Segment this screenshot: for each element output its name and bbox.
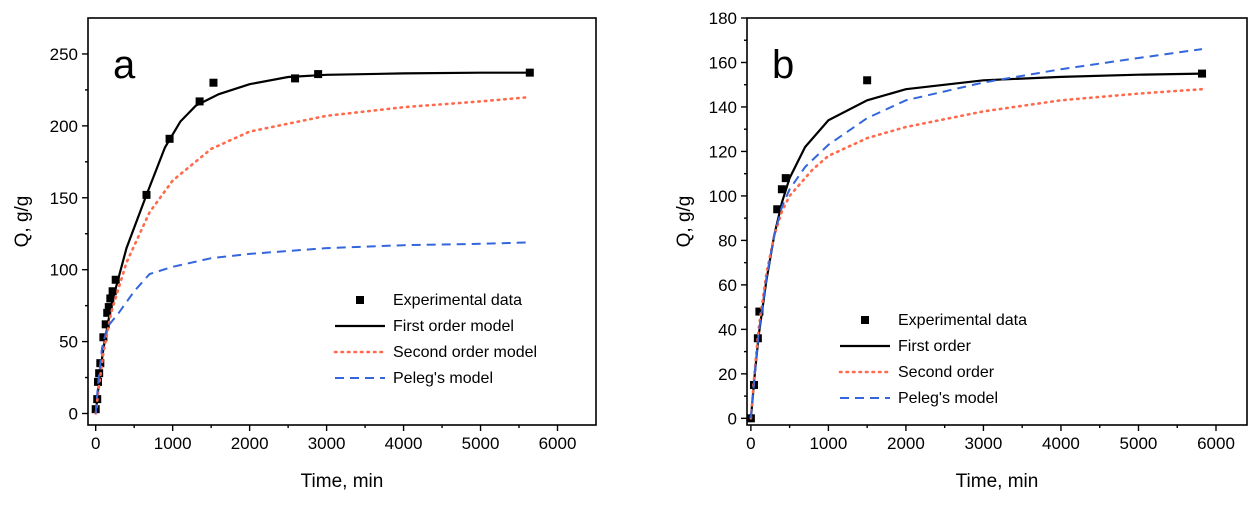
- y-tick-label: 80: [718, 231, 737, 250]
- x-tick-label: 0: [91, 434, 100, 453]
- plot-frame: [746, 17, 1248, 426]
- chart-panel-a: 0 1000 2000 3000 4000 5000 6000 0 50 100 150 200 250…: [12, 17, 597, 492]
- data-point-marker: [209, 78, 218, 87]
- plot-frame: [87, 17, 597, 426]
- x-tick-label: 3000: [308, 434, 346, 453]
- y-tick-label: 100: [50, 261, 78, 280]
- x-tick-label: 4000: [1042, 434, 1080, 453]
- y-tick-label: 20: [718, 365, 737, 384]
- data-point-marker: [525, 68, 534, 77]
- series-line-peleg-s-model: [94, 241, 530, 414]
- legend-label-experimental-data: Experimental data: [898, 312, 1027, 329]
- x-tick-label: 5000: [462, 434, 500, 453]
- y-tick-label: 180: [709, 9, 737, 28]
- y-tick-label: 0: [728, 409, 737, 428]
- x-tick-label: 3000: [965, 434, 1003, 453]
- y-axis-title: Q, g/g: [12, 196, 33, 248]
- panel-label: b: [772, 43, 794, 87]
- legend-label-peleg-s-model: Peleg's model: [898, 390, 998, 407]
- x-tick-label: 6000: [1197, 434, 1235, 453]
- legend-label-second-order-model: Second order model: [393, 344, 537, 361]
- legend-marker-experimental-data: [356, 296, 364, 304]
- y-tick-label: 120: [709, 142, 737, 161]
- x-tick-label: 4000: [385, 434, 423, 453]
- data-point-marker: [291, 74, 300, 83]
- x-tick-label: 1000: [154, 434, 192, 453]
- x-tick-label: 2000: [231, 434, 269, 453]
- y-tick-label: 40: [718, 320, 737, 339]
- legend-label-first-order: First order: [898, 338, 972, 355]
- data-point-marker: [104, 303, 113, 312]
- y-tick-label: 250: [50, 45, 78, 64]
- legend-label-peleg-s-model: Peleg's model: [393, 370, 493, 387]
- x-axis-title: Time, min: [301, 471, 384, 492]
- data-point-marker: [101, 320, 110, 329]
- data-point-marker: [99, 333, 108, 342]
- y-axis-title: Q, g/g: [674, 196, 695, 248]
- data-point-marker: [781, 174, 790, 183]
- legend-label-first-order-model: First order model: [393, 318, 514, 335]
- legend: Experimental data First order Second order…: [838, 312, 1027, 407]
- series-line-first-order-model: [94, 71, 530, 414]
- legend-marker-experimental-data: [861, 316, 869, 324]
- data-point-marker: [777, 185, 786, 194]
- series-line-peleg-s-model: [749, 48, 1203, 419]
- panel-label: a: [113, 43, 136, 87]
- series-line-first-order: [749, 72, 1203, 419]
- data-point-marker: [863, 76, 872, 85]
- y-tick-label: 150: [50, 189, 78, 208]
- y-tick-label: 160: [709, 53, 737, 72]
- y-tick-label: 100: [709, 187, 737, 206]
- data-point-marker: [773, 205, 782, 214]
- x-tick-label: 5000: [1120, 434, 1158, 453]
- data-point-marker: [106, 294, 115, 303]
- chart-panel-b: 0 1000 2000 3000 4000 5000 6000 0 20 40 60 80 100 120…: [674, 9, 1248, 492]
- x-tick-label: 0: [746, 434, 755, 453]
- y-tick-label: 200: [50, 117, 78, 136]
- data-point-marker: [195, 97, 204, 106]
- data-point-marker: [755, 307, 764, 316]
- legend-label-experimental-data: Experimental data: [393, 292, 522, 309]
- legend-label-second-order: Second order: [898, 364, 995, 381]
- data-point-marker: [111, 275, 120, 284]
- data-point-marker: [314, 70, 323, 79]
- series-line-second-order: [749, 87, 1204, 420]
- data-point-marker: [103, 308, 112, 317]
- series-line-second-order-model: [94, 95, 532, 415]
- x-tick-label: 2000: [887, 434, 925, 453]
- data-point-marker: [108, 287, 117, 296]
- y-tick-label: 50: [59, 333, 78, 352]
- x-axis-title: Time, min: [956, 471, 1039, 492]
- y-tick-label: 140: [709, 98, 737, 117]
- x-tick-label: 1000: [809, 434, 847, 453]
- x-tick-label: 6000: [539, 434, 577, 453]
- data-point-marker: [1198, 69, 1207, 78]
- y-tick-label: 60: [718, 276, 737, 295]
- y-tick-label: 0: [69, 404, 78, 423]
- legend: Experimental data First order model Second…: [333, 292, 537, 387]
